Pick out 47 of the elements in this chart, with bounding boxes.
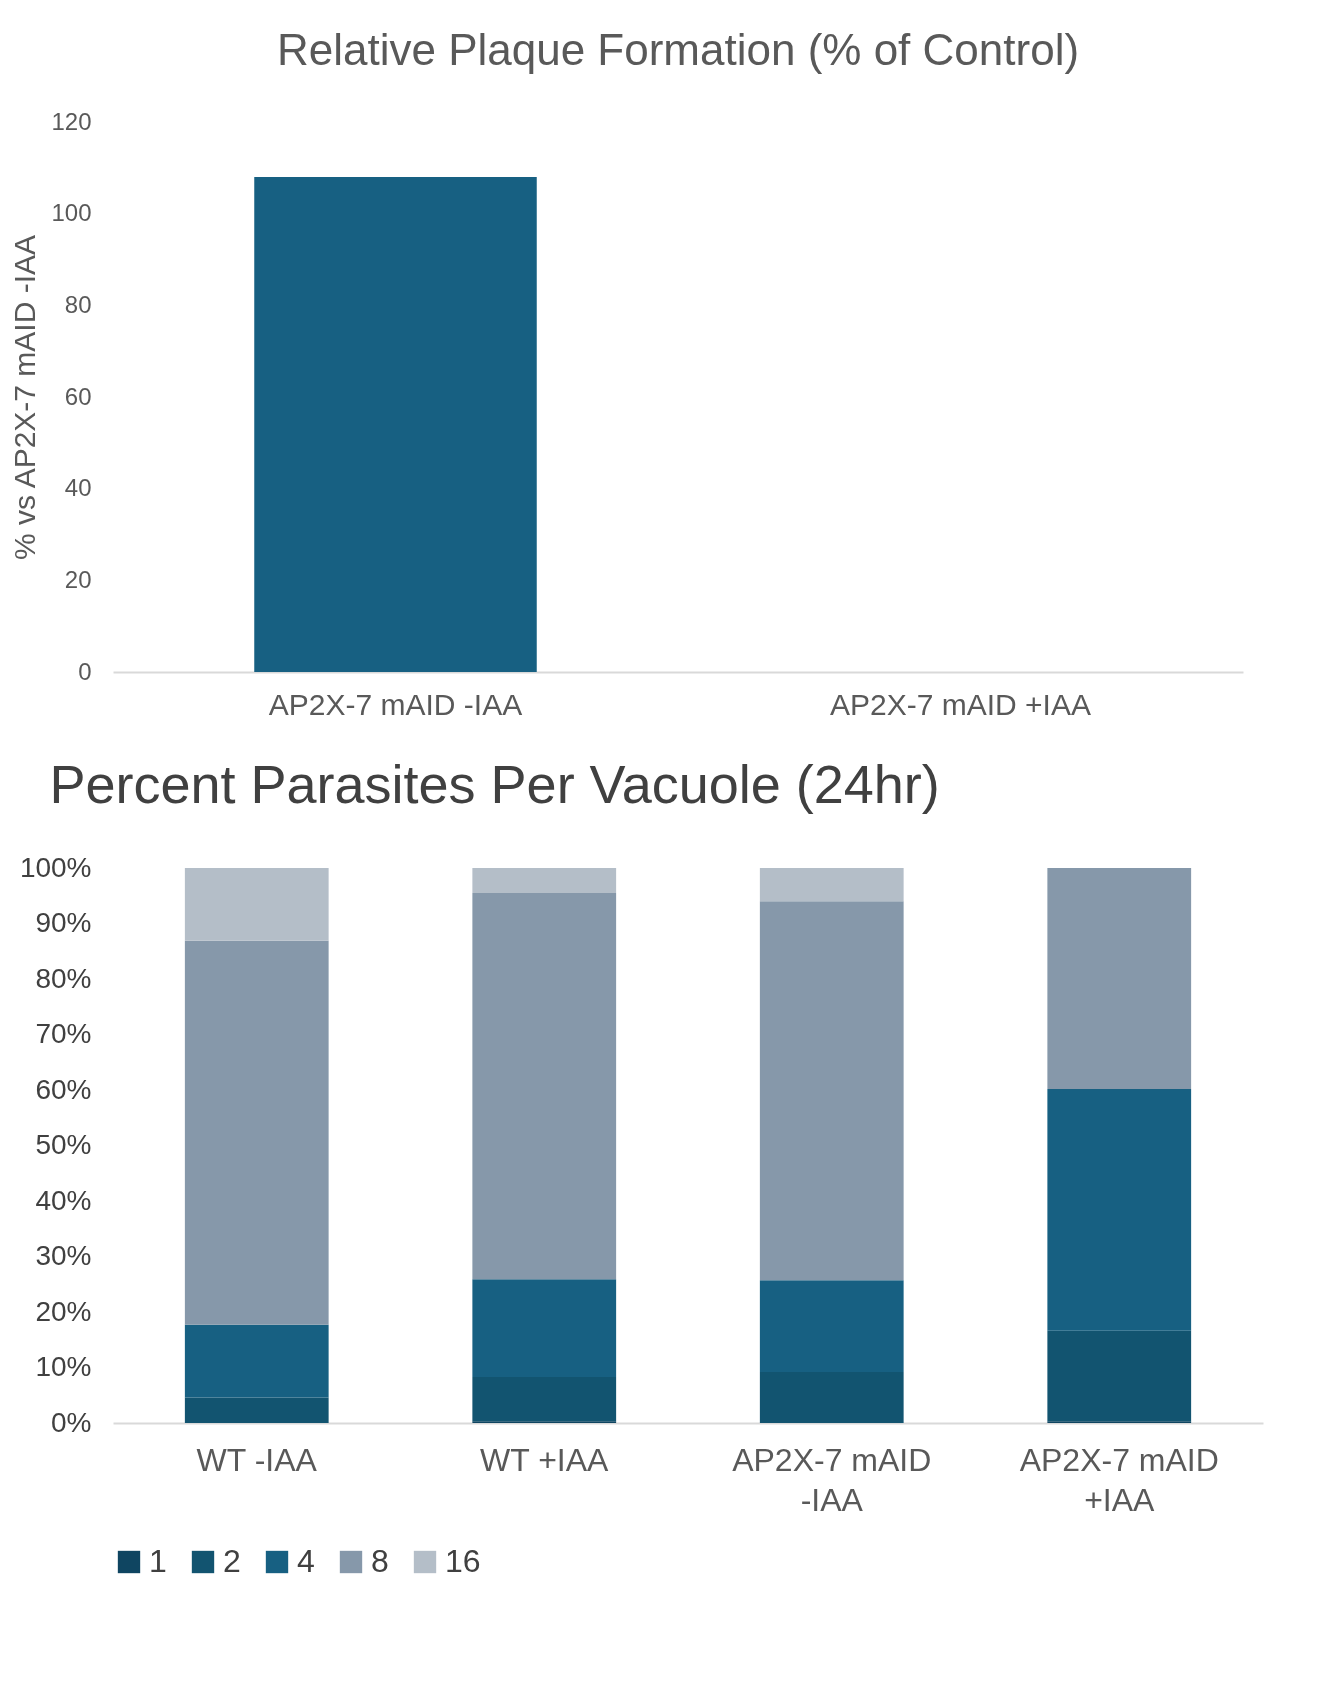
bar	[184, 868, 329, 941]
bar	[472, 1279, 617, 1377]
y-tick-label: 40%	[35, 1184, 92, 1216]
x-tick-label: AP2X-7 mAID -IAA	[732, 1441, 932, 1518]
y-tick-label: 60%	[35, 1073, 92, 1105]
y-tick-label: 0%	[51, 1406, 92, 1438]
y-tick-label: 50%	[35, 1129, 92, 1160]
y-tick-label: 10%	[35, 1351, 92, 1382]
y-tick-label: 100%	[19, 851, 92, 883]
bar	[759, 1371, 904, 1423]
legend-label: 2	[223, 1543, 241, 1579]
bar	[184, 940, 329, 1325]
y-tick-label: 80%	[35, 962, 92, 994]
chart-title: Relative Plaque Formation (% of Control)	[276, 25, 1080, 74]
x-tick-label: WT +IAA	[480, 1441, 610, 1478]
x-tick-label: AP2X-7 mAID +IAA	[830, 687, 1091, 721]
y-tick-label: 70%	[35, 1018, 92, 1049]
legend-label: 1	[149, 1543, 167, 1579]
legend-label: 4	[297, 1543, 315, 1579]
bar	[184, 1397, 329, 1423]
y-tick-label: 120	[51, 107, 92, 135]
x-tick-label: AP2X-7 mAID -IAA	[268, 687, 523, 721]
y-tick-label: 0	[78, 657, 92, 685]
bar	[1047, 1330, 1192, 1422]
y-tick-label: 20	[64, 565, 92, 593]
bar	[1047, 868, 1192, 1089]
legend-label: 8	[371, 1543, 389, 1579]
bar	[472, 892, 617, 1280]
y-tick-label: 20%	[35, 1295, 92, 1327]
y-tick-label: 40	[64, 474, 92, 502]
y-tick-label: 80	[64, 290, 92, 318]
y-tick-label: 100	[51, 199, 92, 227]
chart-title: Percent Parasites Per Vacuole (24hr)	[49, 754, 940, 814]
bar	[759, 901, 904, 1281]
y-axis-title: % vs AP2X-7 mAID -IAA	[8, 234, 42, 561]
x-tick-label: AP2X-7 mAID +IAA	[1019, 1441, 1219, 1518]
x-tick-label: WT -IAA	[196, 1441, 318, 1478]
bar	[472, 1376, 617, 1422]
bar	[759, 1280, 904, 1372]
y-tick-label: 30%	[35, 1240, 92, 1271]
y-tick-label: 60	[64, 382, 92, 410]
bar	[1047, 1088, 1192, 1331]
legend-label: 16	[445, 1543, 481, 1579]
y-tick-label: 90%	[35, 907, 92, 938]
bar	[472, 868, 617, 893]
bar	[184, 1324, 329, 1398]
bar	[759, 868, 904, 902]
